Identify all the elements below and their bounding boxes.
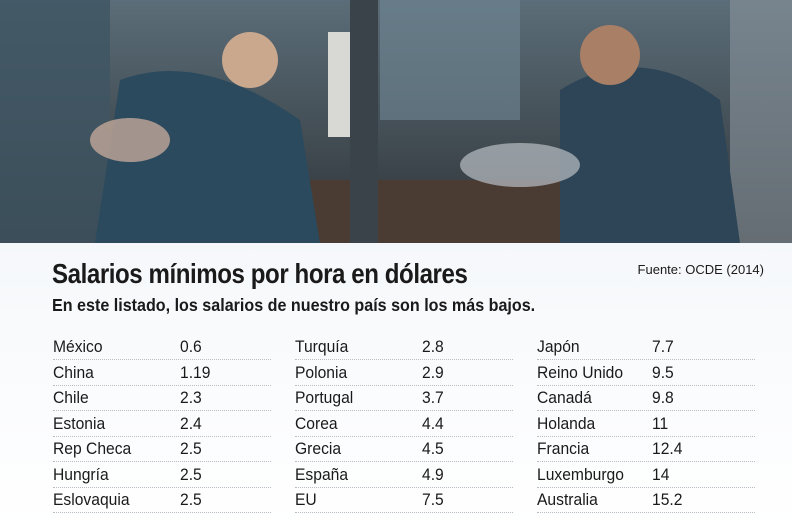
country-name: Hungría	[53, 464, 109, 484]
wage-value: 7.5	[422, 490, 444, 509]
row-separator	[537, 410, 755, 411]
country-name: Chile	[53, 388, 89, 407]
wage-value: 4.5	[422, 439, 444, 458]
wage-value: 12.4	[652, 439, 683, 458]
country-name: Turquía	[295, 337, 349, 356]
country-name: Portugal	[295, 388, 354, 407]
row-separator	[295, 435, 513, 437]
row-separator	[295, 461, 513, 462]
country-name: México	[53, 337, 103, 356]
country-name: Estonia	[53, 413, 106, 433]
country-name: Corea	[295, 413, 338, 433]
country-name: Eslovaquia	[53, 490, 130, 509]
row-separator	[53, 512, 271, 513]
row-separator	[295, 486, 513, 488]
country-name: Japón	[537, 337, 580, 356]
wage-value: 14	[652, 464, 670, 484]
country-name: Polonia	[295, 362, 348, 382]
title: Salarios mínimos por hora en dólares	[52, 258, 468, 289]
country-name: China	[53, 362, 94, 382]
row-separator	[537, 512, 755, 513]
wage-value: 2.5	[180, 490, 202, 509]
country-name: Australia	[537, 490, 598, 509]
wage-value: 2.8	[422, 337, 444, 356]
source: Fuente: OCDE (2014)	[637, 262, 764, 277]
row-separator	[537, 384, 755, 386]
country-name: EU	[295, 490, 317, 509]
wage-value: 9.5	[652, 362, 674, 382]
row-separator	[537, 359, 755, 360]
row-separator	[537, 461, 755, 462]
wage-value: 15.2	[652, 490, 683, 509]
wage-value: 2.3	[180, 388, 202, 407]
wage-value: 4.4	[422, 413, 444, 433]
country-name: Rep Checa	[53, 439, 132, 458]
row-separator	[295, 410, 513, 411]
row-separator	[537, 486, 755, 488]
wage-value: 2.5	[180, 439, 202, 458]
row-separator	[53, 435, 271, 437]
wage-value: 3.7	[422, 388, 444, 407]
factory-photo	[0, 0, 792, 243]
country-name: Francia	[537, 439, 590, 458]
country-name: Grecia	[295, 439, 342, 458]
wage-value: 0.6	[180, 337, 202, 356]
wage-value: 2.4	[180, 413, 202, 433]
row-separator	[295, 384, 513, 386]
country-name: España	[295, 464, 349, 484]
wage-value: 2.9	[422, 362, 444, 382]
row-separator	[53, 410, 271, 411]
row-separator	[295, 359, 513, 360]
row-separator	[53, 384, 271, 386]
wage-value: 7.7	[652, 337, 674, 356]
wage-value: 11	[652, 413, 669, 433]
country-name: Reino Unido	[537, 362, 624, 382]
country-name: Holanda	[537, 413, 596, 433]
row-separator	[295, 512, 513, 513]
subtitle: En este listado, los salarios de nuestro…	[52, 295, 536, 315]
wage-value: 2.5	[180, 464, 202, 484]
row-separator	[537, 435, 755, 437]
row-separator	[53, 461, 271, 462]
wage-value: 9.8	[652, 388, 674, 407]
row-separator	[53, 486, 271, 488]
wage-value: 4.9	[422, 464, 444, 484]
row-separator	[53, 359, 271, 360]
country-name: Luxemburgo	[537, 464, 624, 484]
country-name: Canadá	[537, 388, 592, 407]
wage-value: 1.19	[180, 362, 211, 382]
